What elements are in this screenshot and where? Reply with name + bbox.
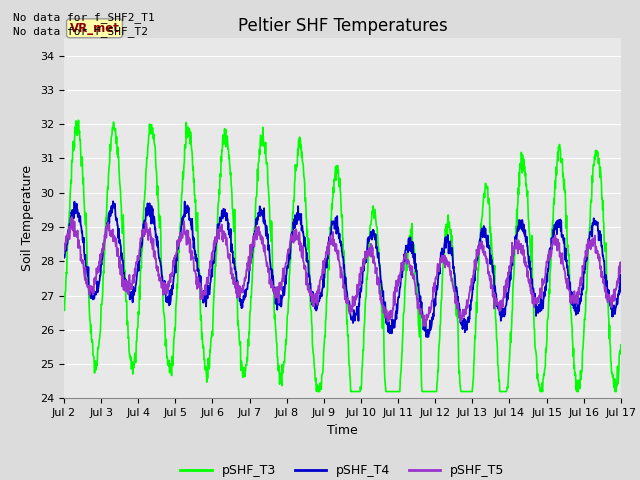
Text: No data for f_SHF2_T1: No data for f_SHF2_T1	[13, 12, 154, 23]
pSHF_T3	[314, 389, 321, 395]
pSHF_T3	[184, 126, 192, 132]
pSHF_T4	[502, 302, 510, 308]
Title: Peltier SHF Temperatures: Peltier SHF Temperatures	[237, 17, 447, 36]
pSHF_T4	[184, 209, 192, 215]
pSHF_T5	[617, 265, 625, 271]
pSHF_T3	[74, 118, 82, 123]
pSHF_T5	[60, 250, 68, 256]
pSHF_T3	[552, 186, 559, 192]
pSHF_T5	[68, 214, 76, 220]
X-axis label: Time: Time	[327, 424, 358, 437]
Text: VR_met: VR_met	[70, 22, 120, 35]
pSHF_T5	[429, 288, 437, 294]
Y-axis label: Soil Temperature: Soil Temperature	[22, 166, 35, 271]
Text: No data for f_SHF_T2: No data for f_SHF_T2	[13, 26, 148, 37]
pSHF_T3	[246, 307, 254, 313]
pSHF_T5	[552, 232, 559, 238]
pSHF_T3	[429, 389, 437, 395]
Legend: pSHF_T3, pSHF_T4, pSHF_T5: pSHF_T3, pSHF_T4, pSHF_T5	[175, 459, 509, 480]
pSHF_T3	[60, 303, 68, 309]
Line: pSHF_T5: pSHF_T5	[64, 217, 621, 326]
pSHF_T4	[552, 227, 559, 232]
Line: pSHF_T3: pSHF_T3	[64, 120, 621, 392]
pSHF_T4	[429, 314, 437, 320]
pSHF_T4	[422, 334, 430, 339]
pSHF_T3	[171, 325, 179, 331]
pSHF_T5	[502, 288, 510, 294]
pSHF_T4	[617, 284, 625, 290]
pSHF_T3	[617, 342, 625, 348]
pSHF_T5	[171, 254, 179, 260]
pSHF_T5	[420, 323, 428, 329]
pSHF_T4	[171, 268, 179, 274]
pSHF_T3	[502, 389, 510, 395]
Line: pSHF_T4: pSHF_T4	[64, 201, 621, 336]
pSHF_T4	[246, 258, 254, 264]
pSHF_T4	[109, 198, 117, 204]
pSHF_T5	[184, 228, 192, 234]
pSHF_T4	[60, 254, 68, 260]
pSHF_T5	[246, 242, 254, 248]
